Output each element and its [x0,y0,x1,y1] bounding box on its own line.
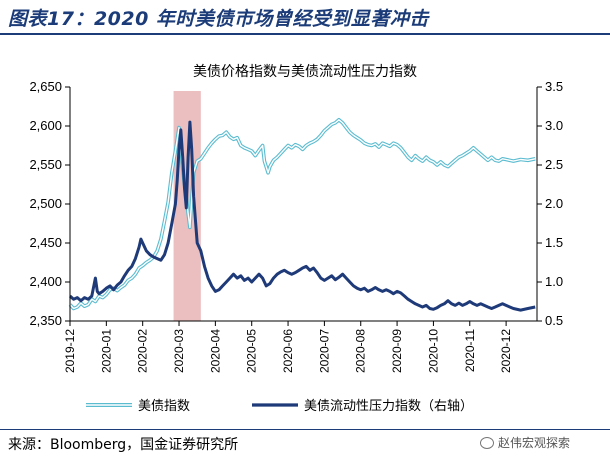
y-tick-label-right: 3.5 [545,79,563,94]
series-line-liquidity [69,120,536,312]
x-tick-label: 2020-09 [390,329,404,373]
x-tick-label: 2020-04 [208,329,222,373]
y-tick-label-right: 1.0 [545,274,563,289]
y-tick-label-right: 2.5 [545,157,563,172]
chart-title: 美债价格指数与美债流动性压力指数 [193,64,417,80]
x-tick-label: 2020-11 [463,329,477,372]
x-tick-label: 2019-12 [63,329,77,373]
chart: 美债价格指数与美债流动性压力指数 2,350 2,400 2,450 2,500 2,5… [29,64,563,414]
x-tick-label: 2020-10 [426,329,440,373]
y-tick-label-right: 0.5 [545,313,563,328]
title-divider [0,33,610,35]
y-tick-label-right: 3.0 [545,118,563,133]
y-tick-label-right: 2.0 [545,196,563,211]
legend-label-liquidity: 美债流动性压力指数（右轴） [304,399,473,414]
y-tick-label-left: 2,350 [29,313,62,328]
x-tick-label: 2020-06 [281,329,295,373]
y-tick-label-left: 2,400 [29,274,62,289]
source-divider [0,429,610,430]
y-tick-label-left: 2,450 [29,235,62,250]
series-line-price [68,118,536,311]
y-tick-label-right: 1.5 [545,235,563,250]
x-tick-label: 2020-02 [136,329,150,373]
series-line-price-inner [69,119,536,310]
y-tick-label-left: 2,650 [29,79,62,94]
watermark: 赵伟宏观探索 [480,434,570,451]
legend-label-price: 美债指数 [138,399,190,414]
x-tick-label: 2020-12 [499,329,513,373]
x-tick-label: 2020-08 [354,329,368,373]
watermark-label: 赵伟宏观探索 [498,436,571,450]
x-tick-label: 2020-05 [245,329,259,373]
legend: 美债指数 美债流动性压力指数（右轴） [86,399,473,414]
x-tick-label: 2020-01 [99,329,113,373]
x-tick-label: 2020-03 [172,329,186,373]
y-tick-label-left: 2,500 [29,196,62,211]
y-tick-label-left: 2,550 [29,157,62,172]
wechat-icon [480,437,494,449]
y-tick-label-left: 2,600 [29,118,62,133]
figure-title: 图表17：2020 年时美债市场曾经受到显著冲击 [8,8,429,30]
x-tick-label: 2020-07 [317,329,331,373]
source-note: 来源：Bloomberg，国金证券研究所 [8,437,239,453]
